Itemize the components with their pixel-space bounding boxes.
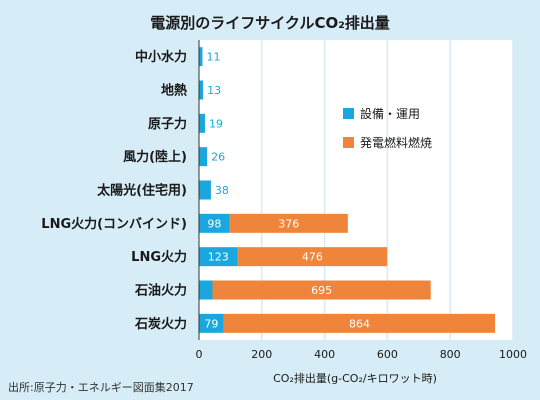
bar-construction [199,280,213,300]
x-axis-ticks: 0 200 400 600 800 1000 [196,348,528,361]
x-tick-label: 800 [440,348,461,361]
x-tick-label: 1000 [499,348,527,361]
category-label: 石炭火力 [134,316,187,332]
bar-construction [199,180,211,200]
category-label: 原子力 [148,116,187,132]
category-label: 中小水力 [135,49,187,65]
chart-title: 電源別のライフサイクルCO₂排出量 [150,14,390,32]
data-label: 38 [215,184,229,197]
legend: 設備・運用 発電燃料燃焼 [343,106,432,150]
source-note: 出所:原子力・エネルギー図面集2017 [8,380,194,394]
x-tick-label: 200 [251,348,272,361]
bars: 1113192638983761234764369579864 [199,47,496,333]
bar-construction [199,313,224,333]
x-axis-label: CO₂排出量(g-CO₂/キロワット時) [273,371,437,385]
data-label: 11 [206,51,220,64]
data-label: 695 [311,284,332,297]
category-label: 風力(陸上) [123,149,187,165]
category-label: LNG火力 [131,249,187,265]
x-tick-label: 0 [196,348,203,361]
x-tick-label: 400 [314,348,335,361]
data-label: 19 [209,117,223,130]
data-label: 376 [278,217,299,230]
bar-construction [199,147,208,167]
category-label: 太陽光(住宅用) [96,183,187,199]
bar-generation [223,313,496,333]
data-label: 864 [349,317,370,330]
bar-generation [212,280,431,300]
legend-swatch-construction [343,108,354,119]
data-label: 123 [208,251,229,264]
bar-construction [199,113,205,133]
data-label: 98 [207,217,221,230]
legend-label-generation: 発電燃料燃焼 [360,135,432,150]
data-label: 13 [207,84,221,97]
bar-generation [237,247,388,267]
data-label: 26 [211,151,225,164]
category-label: 地熱 [161,83,187,99]
data-label: 79 [204,317,218,330]
legend-swatch-generation [343,137,354,148]
data-label: 476 [302,251,323,264]
x-tick-label: 600 [377,348,398,361]
category-label: LNG火力(コンバインド) [41,216,187,232]
bar-construction [199,80,204,100]
bar-construction [199,247,238,267]
bar-generation [229,213,348,233]
category-label: 石油火力 [134,283,187,299]
bar-construction [199,213,230,233]
legend-label-construction: 設備・運用 [360,106,420,121]
bar-construction [199,47,203,67]
